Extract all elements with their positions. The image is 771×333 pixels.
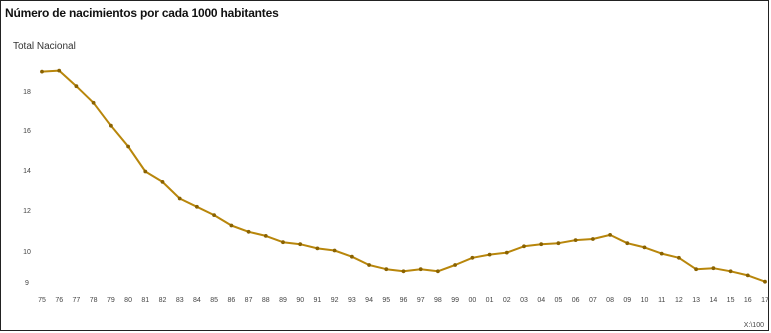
x-tick-label: 96 (400, 297, 408, 304)
data-point (57, 68, 62, 73)
x-tick-label: 77 (73, 297, 81, 304)
data-point (350, 254, 354, 259)
data-point (763, 279, 767, 284)
data-point (556, 241, 561, 246)
y-tick-label: 14 (23, 168, 31, 175)
data-point (453, 263, 457, 267)
data-point (642, 245, 647, 250)
data-point (608, 233, 612, 237)
data-point (591, 237, 595, 241)
data-point (436, 269, 440, 274)
data-point (745, 273, 750, 278)
data-point (418, 267, 423, 272)
x-tick-label: 86 (227, 297, 235, 304)
data-point (126, 144, 130, 149)
y-tick-label: 18 (23, 89, 31, 96)
data-point (573, 238, 578, 243)
data-point (504, 250, 509, 255)
y-tick-label: 9 (25, 280, 29, 287)
data-point (728, 269, 733, 274)
x-tick-label: 94 (365, 297, 373, 304)
data-point (74, 84, 79, 89)
data-point (109, 123, 113, 128)
data-point (195, 204, 199, 209)
x-tick-label: 75 (38, 297, 46, 304)
data-point (212, 213, 217, 218)
x-tick-label: 01 (486, 297, 494, 304)
data-point (91, 100, 96, 105)
x-tick-label: 76 (55, 297, 63, 304)
chart-subtitle: Total Nacional (13, 41, 76, 52)
data-point (677, 255, 681, 260)
x-tick-label: 79 (107, 297, 115, 304)
x-tick-label: 83 (176, 297, 184, 304)
data-point (143, 169, 148, 174)
x-tick-label: 08 (606, 297, 614, 304)
x-tick-label: 07 (589, 297, 597, 304)
data-point (522, 244, 526, 249)
data-point (246, 229, 251, 234)
data-point (160, 180, 165, 184)
x-tick-label: 03 (520, 297, 528, 304)
data-point (298, 242, 303, 247)
x-tick-label: 13 (692, 297, 700, 304)
data-point (177, 196, 182, 201)
y-tick-label: 10 (23, 249, 31, 256)
x-tick-label: 14 (709, 297, 717, 304)
x-tick-label: 04 (537, 297, 545, 304)
x-tick-label: 87 (245, 297, 253, 304)
x-tick-label: 93 (348, 297, 356, 304)
y-tick-label: 12 (23, 208, 31, 215)
x-tick-label: 88 (262, 297, 270, 304)
x-tick-label: 11 (658, 297, 665, 304)
x-tick-label: 92 (331, 297, 339, 304)
data-point (384, 267, 389, 272)
data-point (281, 240, 285, 245)
x-tick-label: 85 (210, 297, 218, 304)
data-point (711, 266, 716, 271)
data-point (487, 252, 492, 257)
x-tick-label: 91 (314, 297, 322, 304)
x-tick-label: 00 (468, 297, 476, 304)
x-tick-label: 98 (434, 297, 442, 304)
data-point (367, 263, 371, 267)
x-tick-label: 10 (641, 297, 649, 304)
data-point (401, 269, 406, 274)
x-tick-label: 84 (193, 297, 201, 304)
x-tick-label: 80 (124, 297, 132, 304)
x-tick-label: 82 (159, 297, 167, 304)
x-tick-label: 06 (572, 297, 580, 304)
data-point (694, 267, 698, 272)
x-tick-label: 89 (279, 297, 287, 304)
x-tick-label: 81 (141, 297, 149, 304)
data-point (539, 242, 544, 247)
x-tick-label: 05 (555, 297, 563, 304)
data-point (625, 241, 630, 246)
data-point (229, 223, 234, 228)
x-tick-label: 15 (727, 297, 735, 304)
x-tick-label: 02 (503, 297, 511, 304)
x-tick-label: 17 (761, 297, 769, 304)
x-tick-label: 90 (296, 297, 304, 304)
x-tick-label: 12 (675, 297, 683, 304)
series-line (41, 69, 766, 283)
x-tick-label: 16 (744, 297, 752, 304)
y-tick-label: 16 (23, 128, 31, 135)
data-point (315, 246, 320, 251)
x-axis-corner-label: X:\100 (744, 322, 764, 329)
x-tick-label: 95 (382, 297, 390, 304)
x-tick-label: 78 (90, 297, 98, 304)
data-point (659, 251, 664, 256)
data-point (40, 69, 44, 74)
x-tick-label: 97 (417, 297, 425, 304)
x-tick-label: 99 (451, 297, 459, 304)
data-point (263, 234, 268, 238)
data-point (470, 255, 475, 260)
x-tick-label: 09 (623, 297, 631, 304)
chart-title: Número de nacimientos por cada 1000 habi… (5, 6, 279, 20)
data-point (332, 248, 337, 253)
